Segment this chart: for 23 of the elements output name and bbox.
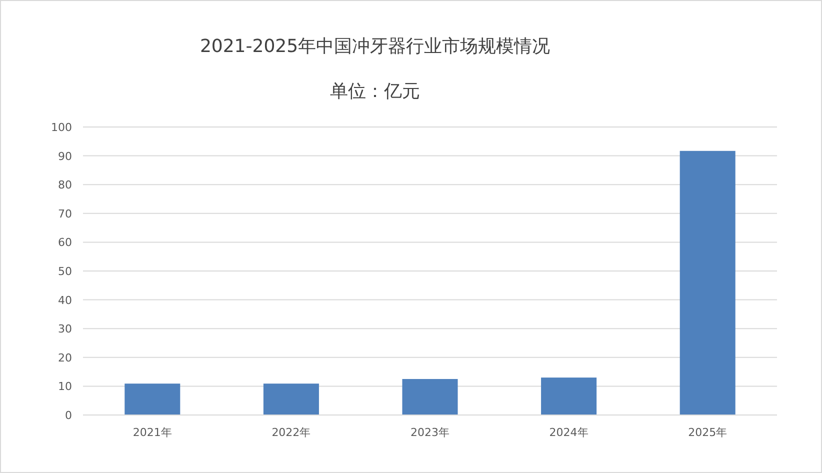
y-tick-label: 80 — [58, 178, 72, 192]
x-tick-label: 2025年 — [688, 426, 728, 439]
chart-title: 2021-2025年中国冲牙器行业市场规模情况 — [200, 36, 550, 57]
x-tick-label: 2024年 — [549, 426, 588, 439]
x-tick-label: 2023年 — [410, 426, 450, 439]
bar — [263, 384, 319, 415]
y-tick-label: 20 — [58, 351, 72, 364]
y-tick-label: 50 — [58, 265, 72, 278]
bar — [541, 378, 597, 415]
y-tick-label: 60 — [58, 236, 72, 250]
y-tick-label: 10 — [58, 380, 72, 394]
y-tick-label: 0 — [65, 409, 72, 422]
y-tick-label: 90 — [58, 150, 72, 163]
chart-subtitle: 单位：亿元 — [330, 81, 420, 102]
bar — [402, 379, 458, 415]
y-tick-label: 70 — [58, 207, 72, 220]
bar — [124, 384, 180, 415]
y-tick-label: 100 — [51, 121, 72, 134]
y-tick-label: 40 — [58, 294, 72, 307]
x-tick-label: 2022年 — [272, 426, 311, 439]
y-tick-label: 30 — [58, 322, 72, 336]
bar — [680, 150, 736, 415]
x-tick-label: 2021年 — [132, 426, 172, 439]
